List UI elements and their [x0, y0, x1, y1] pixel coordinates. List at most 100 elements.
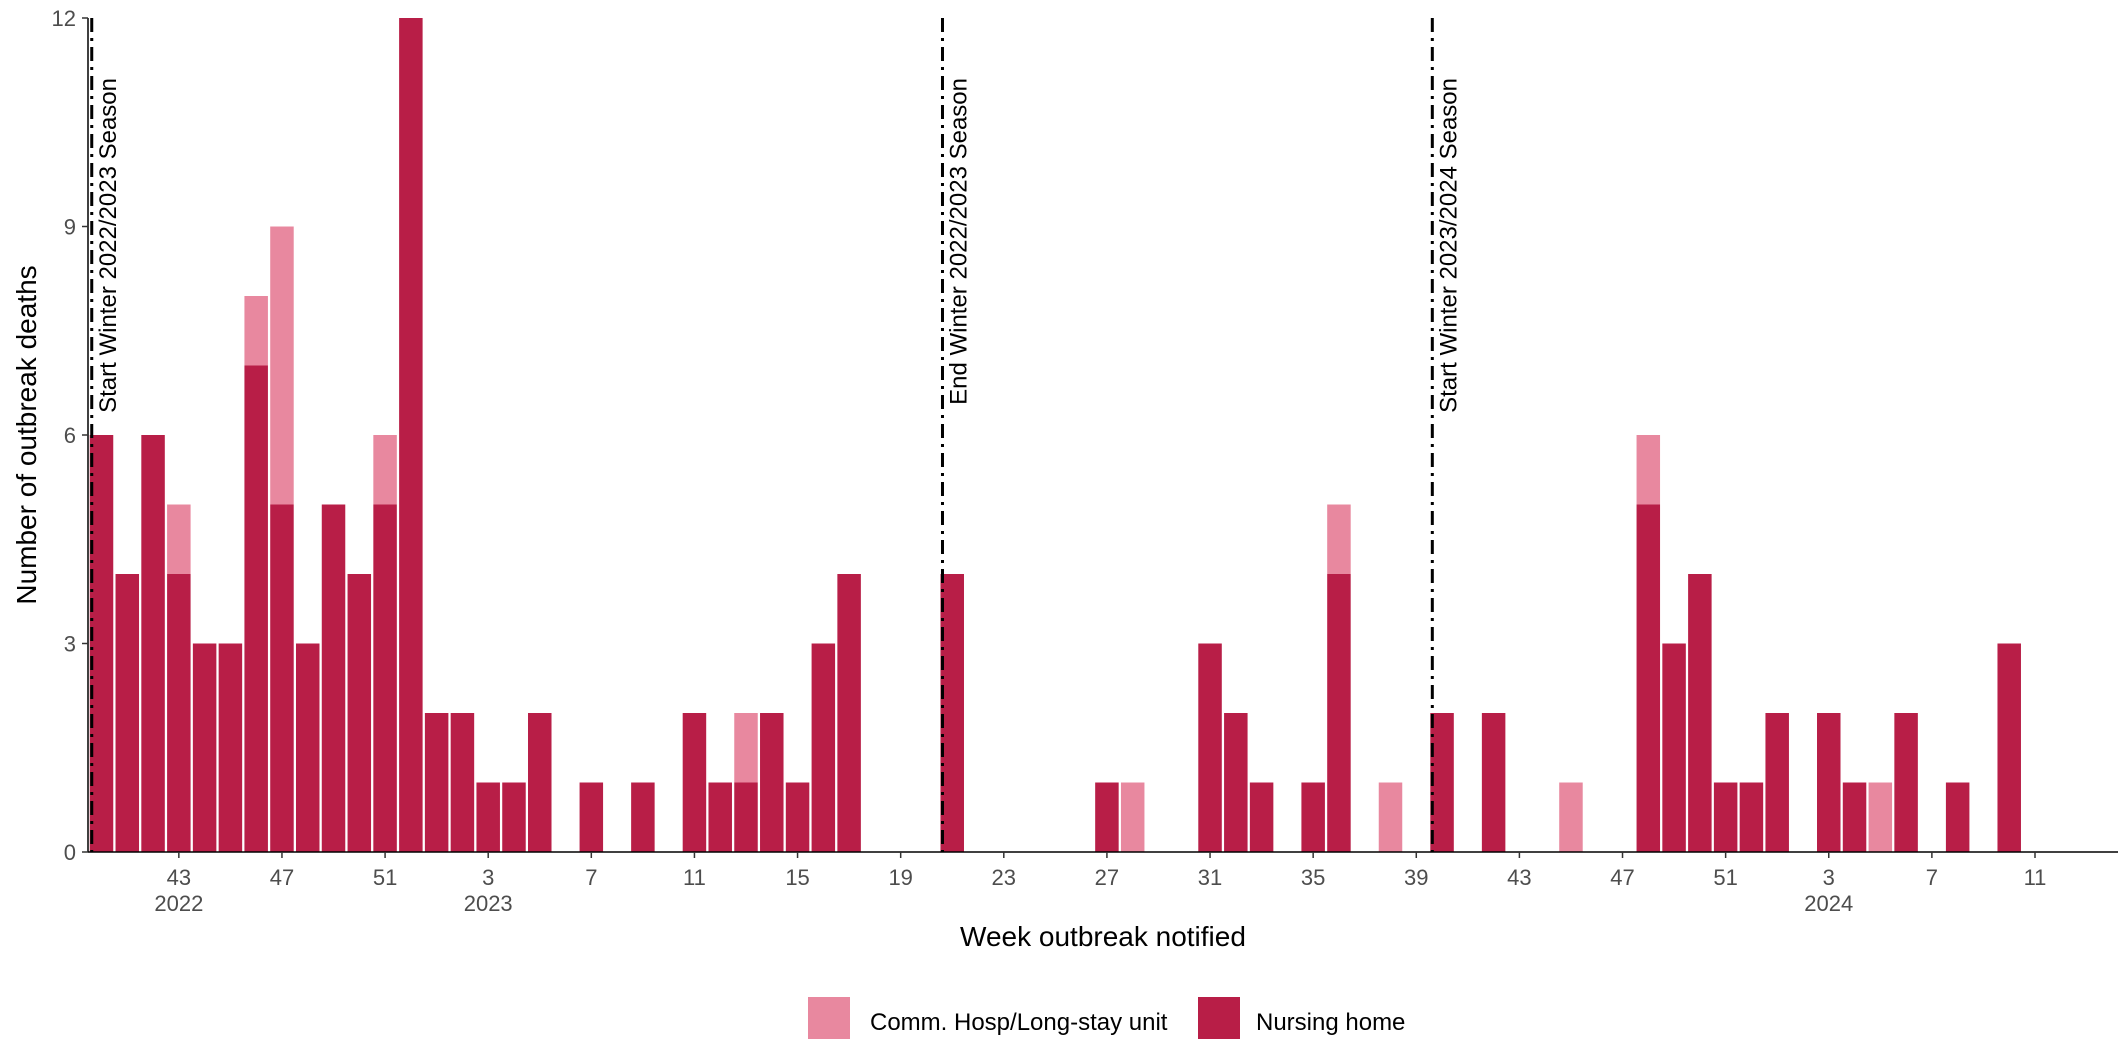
- y-ticks-group: 0 3 6 9 12: [52, 6, 88, 865]
- bar-comm-hosp-2023-28: [1120, 782, 1145, 852]
- bar-nursing-home-2023-27: [1095, 782, 1119, 852]
- bar-comm-hosp-2023-13: [734, 713, 758, 783]
- bar-nursing-home-2023-32: [1224, 713, 1248, 852]
- x-tick-label-18: 11: [2024, 865, 2047, 890]
- bar-nursing-home-2022-40: [89, 435, 114, 852]
- bar-nursing-home-2023-09: [631, 782, 655, 852]
- bar-nursing-home-2022-46: [244, 365, 268, 852]
- bar-nursing-home-2023-31: [1198, 643, 1222, 852]
- y-axis-title: Number of outbreak deaths: [11, 265, 42, 604]
- bar-nursing-home-2023-21: [940, 574, 964, 852]
- legend-swatch-nursing-home: [1198, 997, 1240, 1039]
- season-label-2: Start Winter 2023/2024 Season: [1435, 78, 1462, 413]
- bars-group: [89, 18, 2021, 852]
- x-tick-label-5: 11: [683, 865, 706, 890]
- bar-nursing-home-2024-03: [1817, 713, 1841, 852]
- bar-comm-hosp-2023-45: [1559, 782, 1583, 852]
- bar-nursing-home-2023-42: [1481, 713, 1506, 852]
- bar-nursing-home-2023-36: [1327, 574, 1351, 852]
- bar-nursing-home-2023-50: [1688, 574, 1712, 852]
- bar-nursing-home-2024-04: [1842, 782, 1867, 852]
- bar-nursing-home-2022-44: [192, 643, 217, 852]
- bar-nursing-home-2023-52: [1739, 782, 1764, 852]
- bar-comm-hosp-2023-36: [1327, 504, 1351, 574]
- legend-swatch-comm-hosp: [808, 997, 850, 1039]
- bar-nursing-home-2022-45: [218, 643, 243, 852]
- season-label-0: Start Winter 2022/2023 Season: [95, 78, 122, 413]
- legend: Comm. Hosp/Long-stay unit Nursing home: [808, 997, 1405, 1039]
- bar-comm-hosp-2023-48: [1636, 435, 1661, 505]
- x-tick-label-2: 51: [373, 865, 397, 890]
- bar-nursing-home-2022-43: [167, 574, 191, 852]
- bar-nursing-home-2023-16: [811, 643, 836, 852]
- bar-nursing-home-2023-15: [785, 782, 810, 852]
- bar-comm-hosp-2023-38: [1378, 782, 1403, 852]
- bar-nursing-home-2023-33: [1249, 782, 1274, 852]
- x-tick-label-4: 7: [585, 865, 597, 890]
- bar-nursing-home-2023-01: [424, 713, 449, 852]
- bar-nursing-home-2023-49: [1662, 643, 1686, 852]
- x-tick-label-0: 43: [167, 865, 191, 890]
- bar-nursing-home-2023-03: [476, 782, 500, 852]
- x-tick-label-6: 15: [785, 865, 809, 890]
- bar-nursing-home-2023-17: [837, 574, 861, 852]
- bar-nursing-home-2023-04: [502, 782, 526, 852]
- bar-nursing-home-2022-41: [115, 574, 140, 852]
- x-tick-label-12: 39: [1404, 865, 1428, 890]
- x-year-label-2023: 2023: [464, 891, 513, 916]
- bar-nursing-home-2022-49: [321, 504, 346, 852]
- bar-nursing-home-2022-47: [270, 504, 294, 852]
- x-year-label-2024: 2024: [1804, 891, 1853, 916]
- bar-nursing-home-2023-07: [579, 782, 604, 852]
- bar-nursing-home-2023-12: [708, 782, 732, 852]
- bar-comm-hosp-2022-46: [244, 296, 268, 366]
- bar-nursing-home-2023-13: [734, 782, 758, 852]
- season-lines-group: Start Winter 2022/2023 Season End Winter …: [90, 18, 1462, 852]
- x-tick-label-13: 43: [1507, 865, 1531, 890]
- bar-nursing-home-2022-42: [141, 435, 165, 852]
- bar-nursing-home-2023-35: [1301, 782, 1325, 852]
- bar-nursing-home-2024-10: [1997, 643, 2021, 852]
- x-tick-label-16: 3: [1823, 865, 1835, 890]
- x-tick-label-7: 19: [888, 865, 912, 890]
- bar-nursing-home-2023-02: [450, 713, 475, 852]
- y-tick-label-0: 0: [64, 840, 76, 865]
- x-tick-label-15: 51: [1713, 865, 1737, 890]
- bar-comm-hosp-2022-51: [373, 435, 397, 505]
- y-tick-label-4: 12: [52, 6, 76, 31]
- x-tick-label-14: 47: [1610, 865, 1634, 890]
- x-tick-label-11: 35: [1301, 865, 1325, 890]
- bar-nursing-home-2022-48: [295, 643, 320, 852]
- x-tick-label-17: 7: [1926, 865, 1938, 890]
- y-tick-label-2: 6: [64, 423, 76, 448]
- bar-nursing-home-2023-05: [528, 713, 552, 852]
- bar-nursing-home-2024-08: [1945, 782, 1970, 852]
- bar-nursing-home-2023-51: [1713, 782, 1738, 852]
- bar-nursing-home-2024-01: [1765, 713, 1789, 852]
- bar-comm-hosp-2024-05: [1868, 782, 1893, 852]
- bar-comm-hosp-2022-47: [270, 226, 294, 505]
- bar-nursing-home-2023-48: [1636, 504, 1661, 852]
- x-axis-title: Week outbreak notified: [960, 921, 1246, 952]
- bar-nursing-home-2023-40: [1430, 713, 1454, 852]
- bar-nursing-home-2024-06: [1894, 713, 1918, 852]
- legend-label-nursing-home: Nursing home: [1256, 1009, 1405, 1036]
- bar-nursing-home-2022-50: [347, 574, 372, 852]
- bar-comm-hosp-2022-43: [167, 504, 191, 574]
- bar-nursing-home-2022-52: [399, 18, 423, 852]
- x-tick-label-10: 31: [1198, 865, 1222, 890]
- y-tick-label-3: 9: [64, 215, 76, 240]
- legend-label-comm-hosp: Comm. Hosp/Long-stay unit: [870, 1009, 1168, 1036]
- x-tick-label-8: 23: [992, 865, 1016, 890]
- bar-nursing-home-2022-51: [373, 504, 397, 852]
- x-tick-label-3: 3: [482, 865, 494, 890]
- season-label-1: End Winter 2022/2023 Season: [945, 78, 972, 405]
- y-tick-label-1: 3: [64, 632, 76, 657]
- x-tick-label-1: 47: [270, 865, 294, 890]
- x-year-label-2022: 2022: [154, 891, 203, 916]
- bar-nursing-home-2023-14: [760, 713, 784, 852]
- bar-nursing-home-2023-11: [682, 713, 707, 852]
- x-tick-label-9: 27: [1095, 865, 1119, 890]
